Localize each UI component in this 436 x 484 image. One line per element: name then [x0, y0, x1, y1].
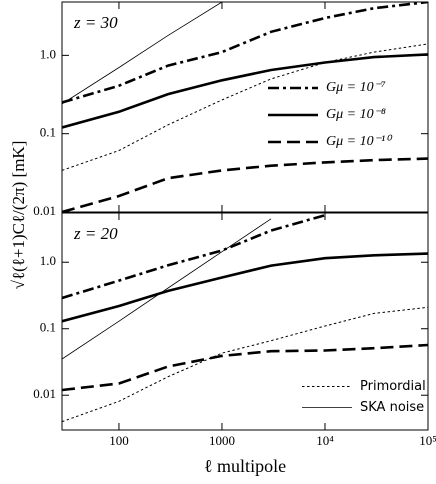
- series-line: [62, 157, 428, 212]
- series-line: [62, 343, 428, 392]
- x-tick-label: 1000: [209, 433, 235, 448]
- legend-label: SKA noise: [360, 400, 424, 415]
- y-axis-label: √ℓ(ℓ+1)Cℓ/(2π) [mK]: [9, 141, 28, 290]
- series-line: [62, 218, 272, 360]
- y-tick-label: 0.01: [33, 386, 56, 401]
- annotation: z = 30: [73, 13, 118, 32]
- series-line: [62, 252, 428, 323]
- x-tick-label: 10⁴: [316, 433, 334, 448]
- x-tick-label: 100: [109, 433, 129, 448]
- y-tick-label: 0.1: [40, 125, 56, 140]
- plot-area: [62, 213, 428, 423]
- legend-label: Gμ = 10⁻⁸: [326, 107, 386, 122]
- y-tick-label: 1.0: [40, 46, 56, 61]
- legend-label: Gμ = 10⁻¹⁰: [326, 134, 393, 149]
- series-line: [62, 53, 428, 129]
- plot-area: [62, 2, 428, 212]
- series-line: [62, 213, 326, 300]
- series-line: [62, 2, 428, 104]
- plot-frame: [61, 1, 429, 213]
- annotation: z = 20: [73, 224, 118, 243]
- y-tick-label: 0.1: [40, 320, 56, 335]
- series-line: [62, 2, 223, 105]
- legend-label: Primordial: [360, 379, 426, 394]
- x-tick-label: 10⁵: [419, 433, 436, 448]
- legend-label: Gμ = 10⁻⁷: [326, 80, 386, 95]
- plot-frame: [61, 212, 429, 431]
- x-axis-label: ℓ multipole: [204, 456, 286, 476]
- series-line: [62, 43, 428, 171]
- y-tick-label: 0.01: [33, 203, 56, 218]
- y-tick-label: 1.0: [40, 253, 56, 268]
